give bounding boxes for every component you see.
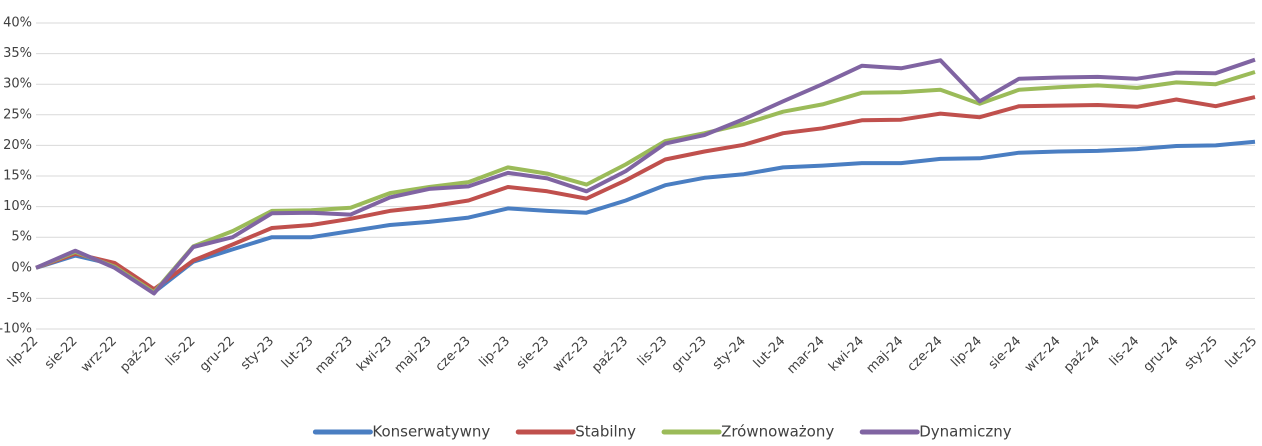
y-tick-label: 40% — [3, 16, 32, 31]
x-tick-label: paź-24 — [1061, 334, 1103, 376]
x-tick-label: gru-22 — [197, 334, 238, 375]
x-tick-label: wrz-24 — [1022, 334, 1064, 376]
x-tick-label: kwi-23 — [354, 334, 395, 375]
y-tick-label: 10% — [3, 199, 32, 214]
x-tick-label: sty-23 — [238, 334, 277, 373]
y-tick-label: 5% — [11, 230, 32, 245]
x-tick-label: gru-23 — [669, 334, 710, 375]
series-line — [35, 57, 1256, 296]
series-line — [35, 95, 1256, 292]
legend-label: Stabilny — [575, 423, 636, 441]
legend: Konserwatywny Stabilny Zrównoważony Dynamic… — [312, 423, 1012, 441]
x-tick-label: lut-24 — [751, 334, 789, 372]
x-tick-label: sty-25 — [1182, 334, 1221, 373]
legend-label: Zrównoważony — [721, 423, 834, 441]
x-tick-label: sty-24 — [710, 334, 749, 373]
y-tick-label: 30% — [3, 77, 32, 92]
x-tick-label: lis-24 — [1107, 334, 1143, 370]
x-tick-label: maj-23 — [392, 334, 435, 377]
x-tick-label: paź-23 — [589, 334, 631, 376]
x-tick-label: lut-25 — [1223, 334, 1261, 372]
x-tick-label: kwi-24 — [826, 334, 867, 375]
y-tick-label: 15% — [3, 169, 32, 184]
x-tick-label: cze-23 — [433, 334, 474, 375]
x-tick-label: sie-23 — [514, 334, 553, 373]
x-tick-label: mar-23 — [312, 334, 355, 377]
x-tick-label: lip-24 — [948, 334, 985, 371]
y-tick-label: 35% — [3, 46, 32, 61]
x-tick-label: lip-22 — [5, 334, 42, 371]
x-tick-label: mar-24 — [784, 334, 827, 377]
x-tick-label: maj-24 — [864, 334, 907, 377]
y-tick-label: 20% — [3, 138, 32, 153]
x-tick-label: lip-23 — [477, 334, 514, 371]
x-tick-label: gru-24 — [1141, 334, 1182, 375]
x-tick-label: sie-22 — [42, 334, 81, 373]
x-tick-label: lis-22 — [163, 334, 199, 370]
y-tick-label: -10% — [0, 322, 32, 337]
x-tick-label: paź-22 — [117, 334, 159, 376]
x-tick-label: lut-23 — [279, 334, 317, 372]
legend-label: Konserwatywny — [372, 423, 490, 441]
y-tick-label: 0% — [11, 260, 32, 275]
series-line — [35, 70, 1256, 295]
legend-label: Dynamiczny — [919, 423, 1012, 441]
y-tick-label: -5% — [7, 291, 32, 306]
x-tick-label: wrz-23 — [550, 334, 592, 376]
x-tick-label: sie-24 — [986, 334, 1025, 373]
x-tick-label: wrz-22 — [78, 334, 120, 376]
series-line — [35, 139, 1256, 295]
x-tick-label: cze-24 — [905, 334, 946, 375]
x-tick-label: lis-23 — [635, 334, 671, 370]
y-tick-label: 25% — [3, 107, 32, 122]
